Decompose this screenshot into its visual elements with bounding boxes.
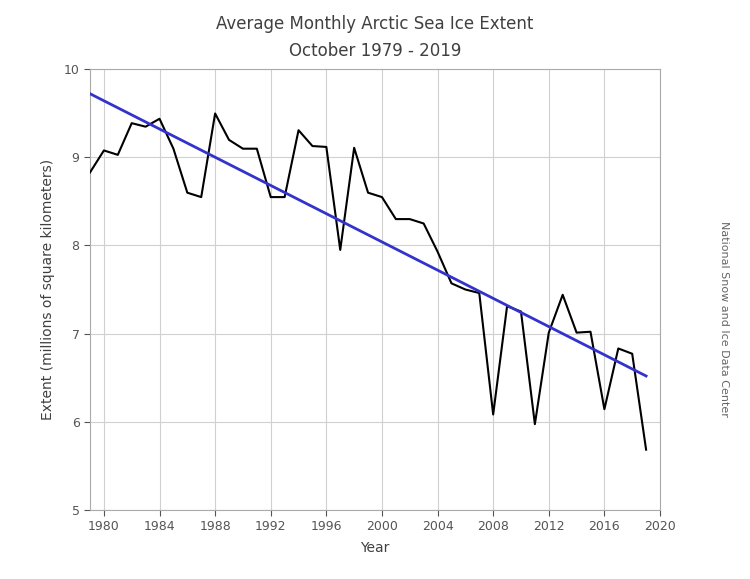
Title: Average Monthly Arctic Sea Ice Extent
October 1979 - 2019: Average Monthly Arctic Sea Ice Extent Oc… xyxy=(216,15,534,60)
Text: National Snow and Ice Data Center: National Snow and Ice Data Center xyxy=(718,221,729,416)
X-axis label: Year: Year xyxy=(360,541,390,555)
Y-axis label: Extent (millions of square kilometers): Extent (millions of square kilometers) xyxy=(41,159,56,420)
